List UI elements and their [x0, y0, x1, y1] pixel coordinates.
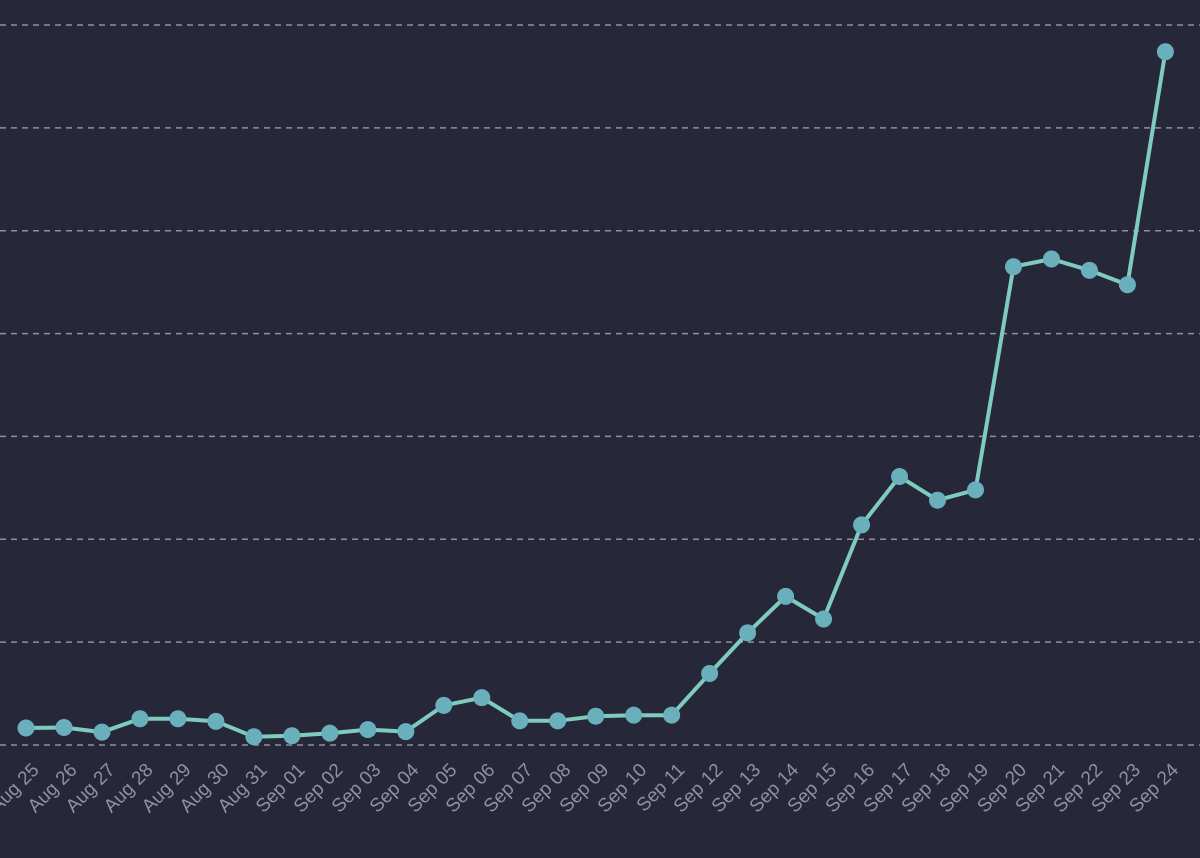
data-point	[207, 712, 225, 730]
data-point	[1118, 276, 1136, 294]
data-point	[93, 723, 111, 741]
data-point	[169, 710, 187, 728]
data-point	[701, 665, 719, 683]
data-point	[549, 712, 567, 730]
data-point	[777, 587, 795, 605]
data-point	[815, 610, 833, 628]
data-point	[929, 491, 947, 509]
data-point	[397, 723, 415, 741]
data-point	[663, 706, 681, 724]
data-point	[891, 468, 909, 486]
data-point	[359, 721, 377, 739]
data-point	[283, 727, 301, 745]
data-point	[967, 481, 984, 499]
data-point	[1080, 261, 1098, 279]
gridlines	[0, 24, 1200, 746]
data-point	[1156, 43, 1174, 61]
data-point	[55, 719, 73, 737]
data-points	[17, 43, 1174, 746]
data-point	[511, 712, 529, 730]
series-line	[24, 49, 1168, 739]
data-point	[739, 624, 757, 642]
data-point	[1004, 258, 1022, 276]
data-point	[435, 696, 453, 714]
data-point	[587, 707, 605, 725]
data-point	[321, 724, 339, 742]
data-point	[17, 719, 35, 737]
data-point	[245, 728, 263, 746]
data-point	[473, 689, 491, 707]
data-point	[625, 706, 643, 724]
data-point	[853, 516, 871, 534]
data-point	[131, 710, 149, 728]
data-point	[1042, 250, 1060, 268]
